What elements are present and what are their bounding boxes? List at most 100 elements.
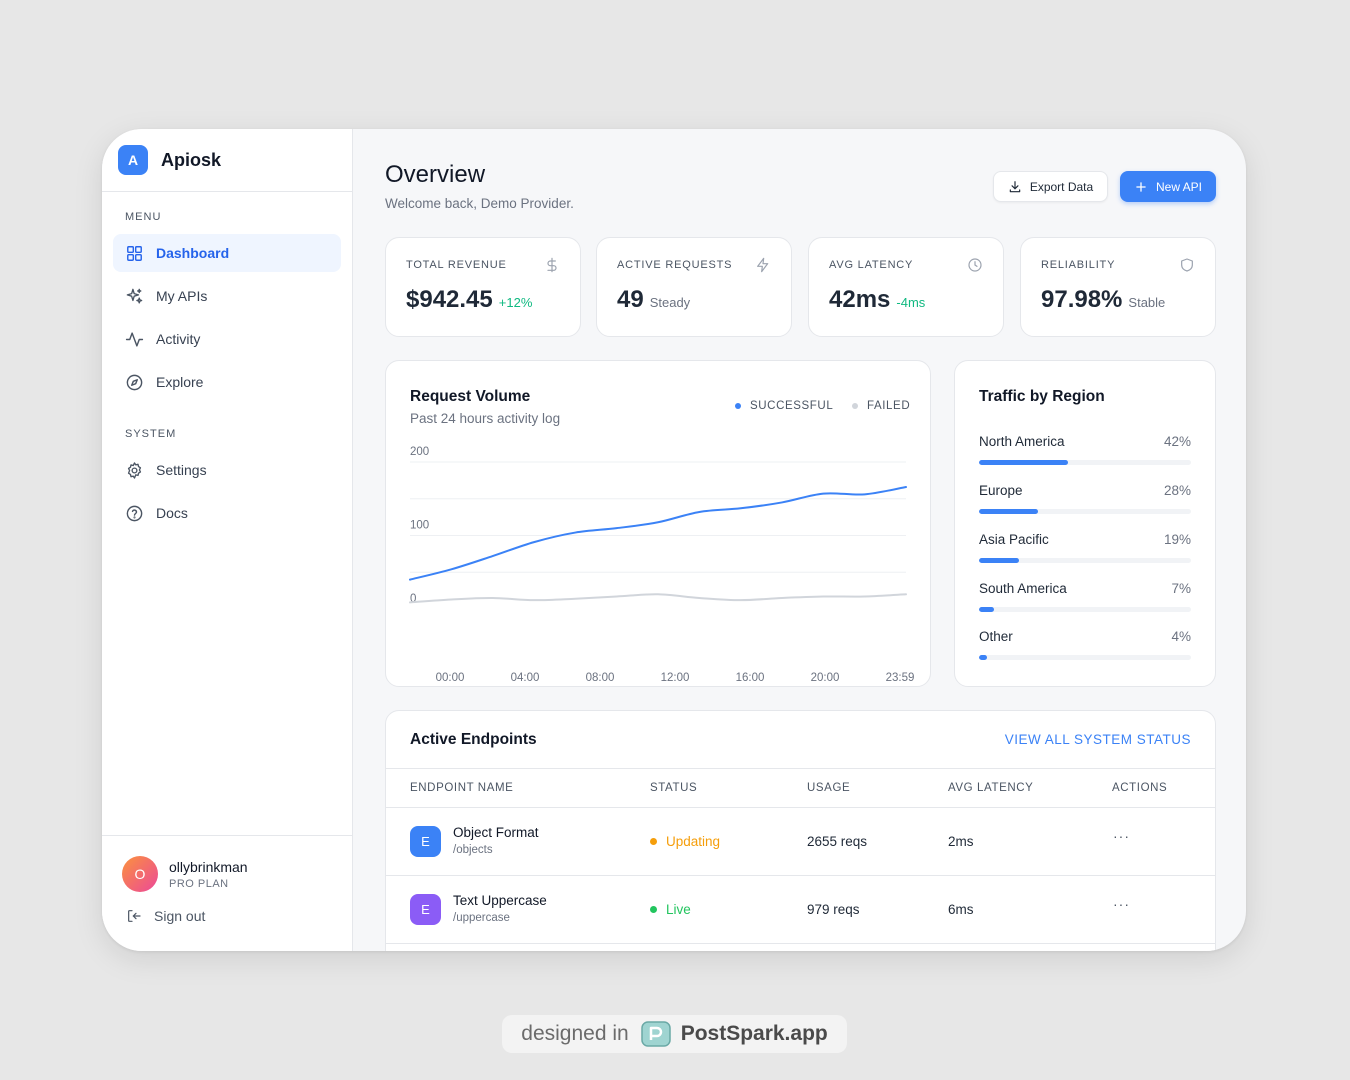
menu-section-label: MENU bbox=[125, 211, 162, 223]
region-bar-fill bbox=[979, 558, 1020, 563]
avatar: O bbox=[122, 856, 158, 892]
watermark-prefix: designed in bbox=[521, 1022, 629, 1045]
region-bar-track bbox=[979, 558, 1191, 563]
stat-label: ACTIVE REQUESTS bbox=[617, 259, 733, 271]
postspark-watermark: designed in PostSpark.app bbox=[502, 1015, 847, 1053]
activity-icon bbox=[125, 331, 144, 347]
region-row-asia-pacific: Asia Pacific 19% bbox=[979, 532, 1191, 563]
region-row-other: Other 4% bbox=[979, 629, 1191, 660]
sidebar-item-label: Docs bbox=[156, 505, 188, 521]
endpoints-title: Active Endpoints bbox=[410, 731, 537, 748]
series-line-failed bbox=[409, 593, 907, 604]
endpoint-path: /uppercase bbox=[453, 912, 510, 924]
download-icon bbox=[1009, 180, 1021, 192]
view-all-system-status-link[interactable]: VIEW ALL SYSTEM STATUS bbox=[1004, 732, 1191, 747]
usage-value: 2655 reqs bbox=[807, 834, 868, 849]
user-profile[interactable]: O ollybrinkman PRO PLAN bbox=[102, 836, 352, 892]
sidebar-item-label: Dashboard bbox=[156, 245, 230, 261]
stat-value: 97.98% bbox=[1041, 286, 1123, 313]
stat-delta: Stable bbox=[1128, 295, 1166, 310]
gear-icon bbox=[127, 461, 142, 479]
stat-card-avg-latency: AVG LATENCY 42ms -4ms bbox=[808, 237, 1004, 337]
column-header-status[interactable]: STATUS bbox=[650, 782, 698, 794]
sidebar-item-dashboard[interactable]: Dashboard bbox=[113, 234, 341, 272]
stat-value: $942.45 bbox=[406, 286, 493, 313]
brand-logo: A bbox=[118, 145, 148, 175]
column-header-endpoint-name[interactable]: ENDPOINT NAME bbox=[410, 782, 514, 794]
stat-label: AVG LATENCY bbox=[829, 259, 914, 271]
sidebar-item-docs[interactable]: Docs bbox=[113, 494, 341, 532]
new-api-button[interactable]: New API bbox=[1120, 171, 1216, 202]
app-window: A Apiosk MENU Dashboard My APIs Activity… bbox=[102, 129, 1246, 951]
stat-card-active-requests: ACTIVE REQUESTS 49 Steady bbox=[596, 237, 792, 337]
user-info: ollybrinkman PRO PLAN bbox=[169, 859, 248, 890]
x-tick-label: 16:00 bbox=[736, 672, 765, 684]
active-endpoints-card: Active Endpoints VIEW ALL SYSTEM STATUS … bbox=[385, 710, 1216, 951]
more-actions-button[interactable]: ··· bbox=[1113, 828, 1130, 844]
sidebar-item-label: My APIs bbox=[156, 288, 208, 304]
user-plan: PRO PLAN bbox=[169, 877, 229, 890]
sparkles-icon bbox=[126, 288, 143, 304]
legend-label: SUCCESSFUL bbox=[750, 400, 834, 412]
region-percent: 19% bbox=[1163, 532, 1191, 547]
dollar-icon bbox=[547, 257, 557, 273]
region-name: Asia Pacific bbox=[979, 532, 1049, 547]
clock-icon bbox=[968, 258, 982, 272]
region-row-north-america: North America 42% bbox=[979, 434, 1191, 465]
brand-name: Apiosk bbox=[161, 149, 222, 170]
sign-out-button[interactable]: Sign out bbox=[102, 892, 352, 924]
status-dot bbox=[650, 838, 657, 845]
table-row[interactable]: E Text Uppercase /uppercase Live 979 req… bbox=[386, 876, 1215, 944]
new-api-label: New API bbox=[1155, 179, 1203, 194]
region-bar-track bbox=[979, 509, 1191, 514]
region-bar-track bbox=[979, 655, 1191, 660]
export-data-button[interactable]: Export Data bbox=[993, 171, 1108, 202]
region-bar-fill bbox=[979, 655, 988, 660]
main-content: Overview Welcome back, Demo Provider. Ex… bbox=[353, 129, 1246, 951]
status-badge: Updating bbox=[650, 834, 720, 849]
region-bar-track bbox=[979, 460, 1191, 465]
region-percent: 28% bbox=[1163, 483, 1191, 498]
export-data-label: Export Data bbox=[1029, 179, 1094, 194]
y-tick-label: 0 bbox=[410, 593, 416, 605]
column-header-avg-latency[interactable]: AVG LATENCY bbox=[948, 782, 1034, 794]
sidebar-item-label: Explore bbox=[156, 374, 204, 390]
sidebar-footer: O ollybrinkman PRO PLAN Sign out bbox=[102, 835, 352, 951]
chart-title: Request Volume bbox=[410, 388, 531, 405]
help-circle-icon bbox=[126, 505, 143, 521]
column-header-usage[interactable]: USAGE bbox=[807, 782, 851, 794]
region-bar-fill bbox=[979, 509, 1039, 514]
status-badge: Live bbox=[650, 902, 691, 917]
page-title: Overview bbox=[385, 161, 486, 188]
region-percent: 4% bbox=[1171, 629, 1191, 644]
region-percent: 42% bbox=[1163, 434, 1191, 449]
stat-value-row: 97.98% Stable bbox=[1041, 286, 1165, 314]
sidebar-item-activity[interactable]: Activity bbox=[113, 320, 341, 358]
postspark-logo-icon bbox=[640, 1021, 671, 1047]
region-name: South America bbox=[979, 581, 1067, 596]
plus-icon bbox=[1136, 181, 1146, 192]
stat-card-total-revenue: TOTAL REVENUE $942.45 +12% bbox=[385, 237, 581, 337]
y-tick-label: 100 bbox=[410, 520, 429, 532]
sidebar-item-settings[interactable]: Settings bbox=[113, 451, 341, 489]
watermark-brand: PostSpark.app bbox=[680, 1022, 828, 1045]
stat-value-row: 49 Steady bbox=[617, 286, 690, 314]
stat-value: 42ms bbox=[829, 286, 891, 313]
table-row[interactable]: E Object Format /objects Updating 2655 r… bbox=[386, 808, 1215, 876]
shield-icon bbox=[1181, 258, 1193, 272]
y-tick-label: 200 bbox=[410, 446, 429, 458]
more-actions-button[interactable]: ··· bbox=[1113, 896, 1130, 912]
legend-failed: FAILED bbox=[852, 400, 910, 412]
menu-nav: Dashboard My APIs Activity Explore bbox=[102, 234, 352, 401]
region-bar-fill bbox=[979, 607, 994, 612]
sidebar-item-my-apis[interactable]: My APIs bbox=[113, 277, 341, 315]
legend-dot bbox=[852, 403, 858, 409]
legend-label: FAILED bbox=[867, 400, 911, 412]
endpoint-name: Text Uppercase bbox=[453, 893, 547, 908]
region-percent: 7% bbox=[1171, 581, 1191, 596]
grid-icon bbox=[127, 245, 142, 261]
legend-dot bbox=[735, 403, 741, 409]
compass-icon bbox=[126, 374, 143, 390]
sidebar-item-explore[interactable]: Explore bbox=[113, 363, 341, 401]
traffic-by-region-card: Traffic by Region North America 42% Europ… bbox=[954, 360, 1216, 687]
